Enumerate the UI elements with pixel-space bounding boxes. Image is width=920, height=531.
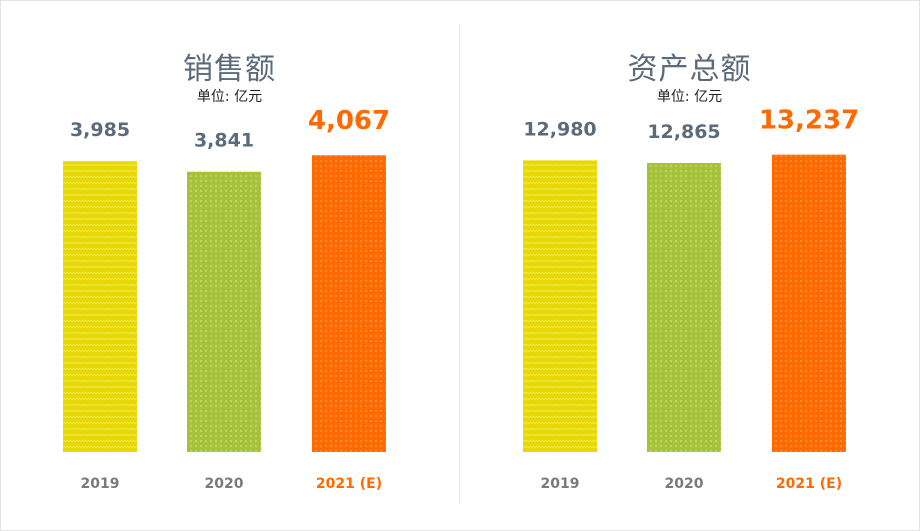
- assets-panel: 资产总额 单位: 亿元 12,980 2019 12,865 2020 13,237 20…: [460, 0, 919, 531]
- value-label: 12,980: [523, 118, 596, 140]
- bar-2021-E: [772, 154, 846, 452]
- chart-title-sales: 销售额: [183, 52, 276, 87]
- chart-title-assets: 资产总额: [627, 52, 752, 87]
- assets-bar-chart: 12,980 2019 12,865 2020 13,237 2021 (E): [523, 106, 859, 492]
- value-label: 4,067: [308, 106, 390, 136]
- sales-bar-chart: 3,985 2019 3,841 2020 4,067 2021 (E): [63, 106, 390, 492]
- value-label: 3,985: [70, 119, 130, 141]
- x-tick-label: 2021 (E): [316, 476, 382, 492]
- panel-divider: [459, 24, 460, 504]
- x-tick-label: 2020: [665, 476, 704, 492]
- bar-2020: [647, 163, 721, 452]
- bar-2020: [187, 171, 261, 452]
- x-tick-label: 2019: [541, 476, 580, 492]
- bar-2019: [523, 160, 597, 452]
- x-tick-label: 2021 (E): [776, 476, 842, 492]
- chart-unit-assets: 单位: 亿元: [656, 89, 723, 105]
- value-label: 3,841: [194, 130, 254, 152]
- x-tick-label: 2020: [205, 476, 244, 492]
- bar-2019: [63, 161, 137, 452]
- value-label: 13,237: [759, 106, 859, 136]
- sales-panel: 销售额 单位: 亿元 3,985 2019 3,841 2020 4,067 2021 (…: [0, 0, 459, 531]
- value-label: 12,865: [647, 121, 720, 143]
- bar-2021-E: [312, 155, 386, 452]
- x-tick-label: 2019: [81, 476, 120, 492]
- chart-unit-sales: 单位: 亿元: [196, 89, 263, 105]
